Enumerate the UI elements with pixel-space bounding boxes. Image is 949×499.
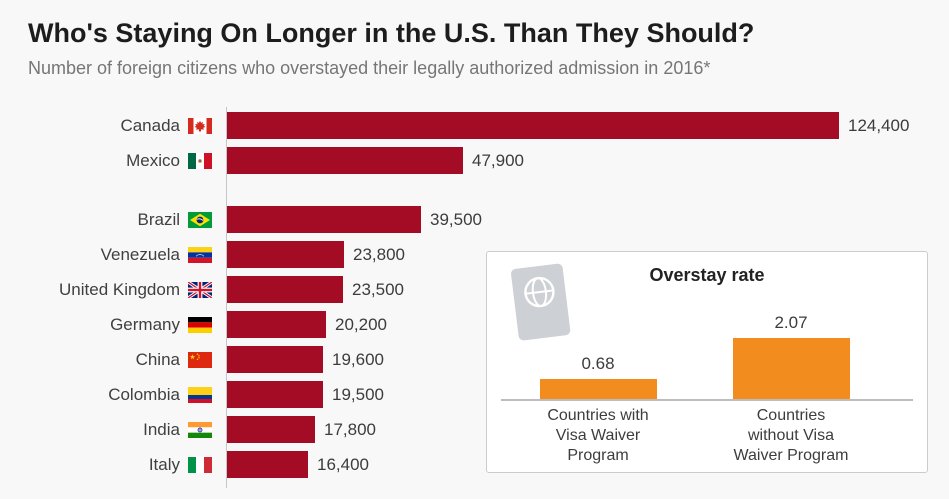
bar-row: China 19,600 <box>0 346 949 373</box>
value-label: 23,800 <box>353 244 405 264</box>
value-bar <box>227 346 323 373</box>
flag-brazil <box>188 211 212 228</box>
flag-germany <box>188 316 212 333</box>
bar-row: Venezuela 23,800 <box>0 241 949 268</box>
value-label: 39,500 <box>430 209 482 229</box>
country-label: Germany <box>110 314 180 334</box>
value-bar <box>227 241 344 268</box>
flag-china <box>188 351 212 368</box>
overstay-category-label: Countries with Visa Waiver Program <box>547 407 649 464</box>
page-subtitle: Number of foreign citizens who overstaye… <box>28 58 711 78</box>
flag-italy <box>188 456 212 473</box>
country-label: China <box>135 349 180 369</box>
value-bar <box>227 112 839 139</box>
overstay-rate-panel: Overstay rate 0.68 Countries with Visa Wai… <box>486 251 928 473</box>
value-label: 19,500 <box>332 384 384 404</box>
flag-canada <box>188 117 212 134</box>
value-label: 17,800 <box>324 419 376 439</box>
value-label: 16,400 <box>317 454 369 474</box>
country-label: Venezuela <box>100 244 180 264</box>
bar-row: Brazil 39,500 <box>0 206 949 233</box>
country-label: Mexico <box>126 150 180 170</box>
bar-row: India 17,800 <box>0 416 949 443</box>
bar-row: Mexico 47,900 <box>0 147 949 174</box>
bar-row: Germany 20,200 <box>0 311 949 338</box>
overstay-rate-bar <box>539 379 657 399</box>
country-label: Brazil <box>137 209 180 229</box>
value-bar <box>227 451 308 478</box>
flag-colombia <box>188 386 212 403</box>
inset-title: Overstay rate <box>649 265 765 285</box>
value-label: 23,500 <box>352 279 404 299</box>
passport-icon <box>501 258 581 358</box>
flag-india <box>188 421 212 438</box>
value-bar <box>227 381 323 408</box>
overstay-rate-value: 0.68 <box>581 354 615 373</box>
value-bar <box>227 147 463 174</box>
country-label: United Kingdom <box>59 279 180 299</box>
value-bar <box>227 416 315 443</box>
value-label: 20,200 <box>335 314 387 334</box>
value-bar <box>227 311 326 338</box>
bar-row: Italy 16,400 <box>0 451 949 478</box>
bar-row: United Kingdom 23,500 <box>0 276 949 303</box>
value-bar <box>227 276 343 303</box>
bar-row: Colombia 19,500 <box>0 381 949 408</box>
flag-mexico <box>188 152 212 169</box>
value-label: 19,600 <box>332 349 384 369</box>
value-bar <box>227 206 421 233</box>
value-label: 124,400 <box>848 115 910 135</box>
country-label: Canada <box>120 115 180 135</box>
value-label: 47,900 <box>472 150 524 170</box>
flag-venezuela <box>188 246 212 263</box>
chart-axis-line <box>226 107 227 488</box>
country-label: Colombia <box>108 384 180 404</box>
overstay-rate-bar <box>732 338 850 399</box>
page-title: Who's Staying On Longer in the U.S. Than… <box>28 18 755 48</box>
country-label: India <box>143 419 180 439</box>
country-label: Italy <box>148 454 180 474</box>
bar-chart: Canada 124,400 Mexico 47,900 Brazil 39,500 Ven… <box>0 112 949 486</box>
flag-united-kingdom <box>188 281 212 298</box>
overstay-rate-value: 2.07 <box>774 313 808 332</box>
overstay-category-label: Countries without Visa Waiver Program <box>733 407 849 464</box>
inset-baseline <box>501 399 913 401</box>
bar-row: Canada 124,400 <box>0 112 949 139</box>
